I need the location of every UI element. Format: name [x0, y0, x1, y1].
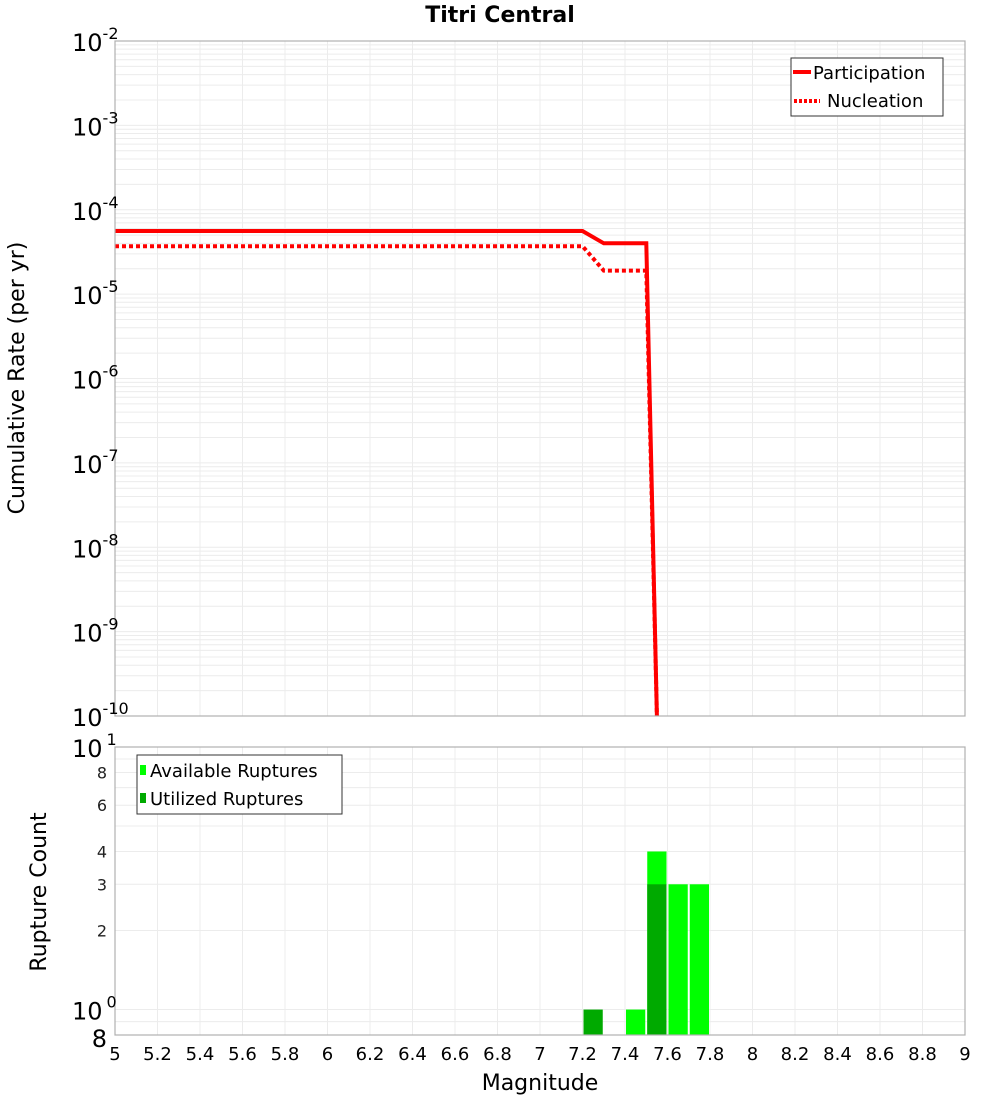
- x-tick-label: 9: [959, 1044, 970, 1065]
- chart-canvas: Titri Central 10-210-310-410-510-610-710…: [0, 0, 1000, 1100]
- x-tick-label: 6.4: [398, 1044, 427, 1065]
- y-tick-label: 10-7: [72, 446, 119, 479]
- x-tick-label: 7.8: [696, 1044, 725, 1065]
- x-tick-label: 5: [109, 1044, 120, 1065]
- x-tick-label: 8.2: [781, 1044, 810, 1065]
- x-tick-label: 8.8: [908, 1044, 937, 1065]
- y-tick-label: 6: [97, 796, 107, 815]
- y-tick-label: 101: [72, 730, 117, 763]
- legend-available-swatch-icon: [140, 765, 146, 775]
- y-tick-label: 3: [97, 875, 107, 894]
- x-tick-label: 6.6: [441, 1044, 470, 1065]
- y-tick-label: 8: [92, 1025, 107, 1053]
- legend-available-label: Available Ruptures: [150, 761, 318, 782]
- bottom-legend: Available Ruptures Utilized Ruptures: [137, 755, 342, 814]
- x-tick-label: 7.6: [653, 1044, 682, 1065]
- y-tick-label: 10-5: [72, 277, 119, 310]
- x-axis-label: Magnitude: [482, 1071, 599, 1096]
- x-tick-label: 8.6: [866, 1044, 895, 1065]
- x-tick-label: 6.8: [483, 1044, 512, 1065]
- y-tick-label: 10-4: [72, 193, 119, 226]
- x-tick-label: 5.2: [143, 1044, 172, 1065]
- available-bar: [669, 884, 688, 1035]
- x-tick-label: 5.4: [186, 1044, 215, 1065]
- top-plot-area: 10-2 10-3 10-4 10-5 10-6 10-7 10-8 10-9 10-10: [72, 24, 965, 732]
- bottom-y-axis-label: Rupture Count: [27, 812, 52, 972]
- utilized-bar: [584, 1010, 603, 1035]
- top-grid: [115, 41, 965, 716]
- available-bar: [690, 884, 709, 1035]
- top-y-axis-label: Cumulative Rate (per yr): [5, 242, 30, 515]
- x-tick-label: 6: [322, 1044, 333, 1065]
- y-tick-label: 8: [97, 763, 107, 782]
- x-tick-label: 7.4: [611, 1044, 640, 1065]
- bottom-y-axis-ticks: 810023468101: [72, 730, 117, 1053]
- y-tick-label: 2: [97, 922, 107, 941]
- y-tick-label: 10-2: [72, 24, 119, 57]
- top-legend: Participation Nucleation: [791, 58, 943, 116]
- chart-title: Titri Central: [425, 3, 575, 28]
- legend-utilized-label: Utilized Ruptures: [150, 789, 303, 810]
- y-tick-label: 10-6: [72, 362, 119, 395]
- legend-nucleation-label: Nucleation: [827, 91, 923, 112]
- y-tick-label: 100: [72, 993, 117, 1026]
- legend-utilized-swatch-icon: [140, 793, 146, 803]
- y-tick-label: 10-10: [72, 699, 129, 732]
- y-tick-label: 4: [97, 842, 107, 861]
- utilized-bar: [647, 884, 666, 1035]
- y-tick-label: 10-9: [72, 615, 119, 648]
- x-tick-label: 6.2: [356, 1044, 385, 1065]
- x-tick-label: 8: [747, 1044, 758, 1065]
- x-tick-label: 5.8: [271, 1044, 300, 1065]
- x-tick-label: 7.2: [568, 1044, 597, 1065]
- available-bar: [626, 1010, 645, 1035]
- y-tick-label: 10-3: [72, 108, 119, 141]
- legend-participation-label: Participation: [813, 63, 925, 84]
- x-axis-ticks: 5 5.2 5.4 5.6 5.8 6 6.2 6.4 6.6 6.8 7 7.2 7.4 7.6 7.8 8…: [109, 1044, 970, 1065]
- x-tick-label: 8.4: [823, 1044, 852, 1065]
- x-tick-label: 7: [534, 1044, 545, 1065]
- x-tick-label: 5.6: [228, 1044, 257, 1065]
- y-tick-label: 10-8: [72, 530, 119, 563]
